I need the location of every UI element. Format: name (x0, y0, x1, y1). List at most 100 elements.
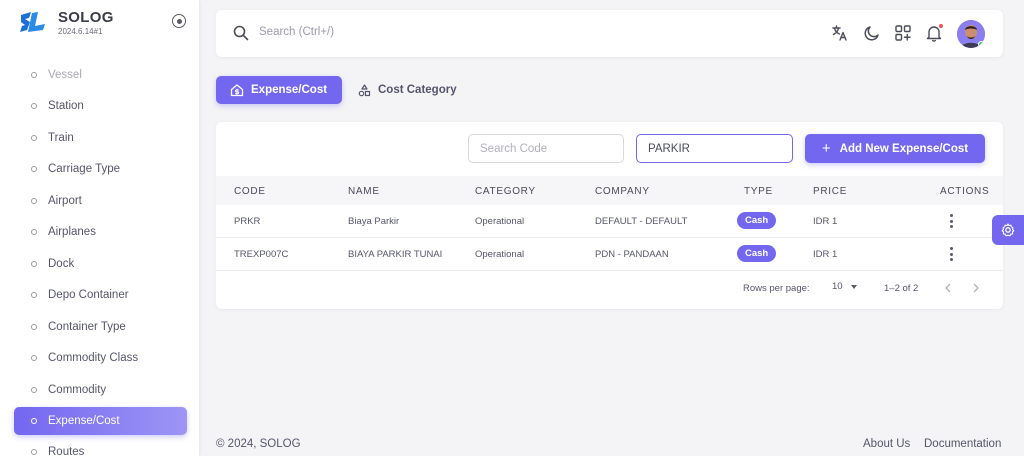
tab-cost-category[interactable]: Cost Category (358, 76, 457, 104)
sidebar-item-label: Vessel (48, 69, 82, 81)
rows-per-page-select[interactable]: 10 (832, 281, 857, 292)
type-badge: Cash (737, 245, 777, 262)
pagination-range: 1–2 of 2 (884, 283, 919, 294)
circle-icon (31, 418, 37, 424)
tab-expense-cost[interactable]: Expense/Cost (216, 76, 342, 104)
circle-icon (31, 387, 37, 393)
brand-name: SOLOG (58, 9, 114, 26)
column-header-category[interactable]: CATEGORY (475, 186, 536, 197)
sidebar-item-label: Airport (48, 195, 82, 207)
chevron-left-icon[interactable] (943, 282, 953, 294)
bell-icon[interactable] (925, 23, 944, 42)
cell-category: Operational (475, 249, 525, 260)
sidebar-item-label: Station (48, 100, 84, 112)
search-input[interactable]: Search (Ctrl+/) (259, 26, 335, 38)
translate-icon[interactable] (831, 24, 849, 42)
sidebar-item-routes[interactable]: Routes (14, 438, 187, 456)
sidebar-item-label: Airplanes (48, 226, 96, 238)
circle-icon (31, 72, 37, 78)
caret-down-icon (850, 284, 857, 289)
column-header-price[interactable]: PRICE (813, 186, 848, 197)
column-header-name[interactable]: NAME (348, 186, 380, 197)
add-button-label: Add New Expense/Cost (839, 142, 969, 155)
add-expense-cost-button[interactable]: + Add New Expense/Cost (805, 134, 985, 163)
sidebar-item-container-type[interactable]: Container Type (14, 313, 187, 341)
circle-icon (31, 261, 37, 267)
cell-category: Operational (475, 216, 525, 227)
shapes-icon (358, 83, 371, 96)
sidebar-item-airplanes[interactable]: Airplanes (14, 218, 187, 246)
circle-icon (31, 355, 37, 361)
rows-per-page-value: 10 (832, 281, 843, 292)
sidebar-item-airport[interactable]: Airport (14, 187, 187, 215)
moon-icon[interactable] (863, 24, 881, 42)
search-icon[interactable] (233, 25, 249, 41)
sidebar-item-depo-container[interactable]: Depo Container (14, 281, 187, 309)
about-us-link[interactable]: About Us (863, 438, 911, 450)
sidebar-item-label: Carriage Type (48, 163, 121, 175)
cell-name: BIAYA PARKIR TUNAI (348, 249, 443, 260)
chevron-right-icon[interactable] (971, 282, 981, 294)
cell-company: PDN - PANDAAN (595, 249, 669, 260)
sidebar-item-label: Routes (48, 446, 85, 456)
sidebar-item-label: Expense/Cost (48, 415, 120, 427)
circle-icon (31, 292, 37, 298)
avatar[interactable] (957, 20, 985, 48)
table-header: CODE NAME CATEGORY COMPANY TYPE PRICE AC… (216, 176, 1003, 205)
table-row[interactable]: PRKR Biaya Parkir Operational DEFAULT - … (216, 205, 1003, 238)
cell-price: IDR 1 (813, 216, 838, 227)
expense-cost-card: + Add New Expense/Cost CODE NAME CATEGOR… (216, 122, 1003, 309)
table-row[interactable]: TREXP007C BIAYA PARKIR TUNAI Operational… (216, 238, 1003, 271)
copyright-text: © 2024, SOLOG (216, 438, 301, 450)
column-header-company[interactable]: COMPANY (595, 186, 650, 197)
circle-icon (31, 229, 37, 235)
more-vertical-icon[interactable] (949, 247, 953, 261)
sidebar-item-commodity[interactable]: Commodity (14, 376, 187, 404)
column-header-actions: ACTIONS (940, 186, 990, 197)
sidebar-collapse-icon[interactable] (172, 14, 186, 28)
more-vertical-icon[interactable] (949, 214, 953, 228)
online-status-dot (978, 41, 985, 48)
cell-name: Biaya Parkir (348, 216, 400, 227)
sidebar-item-label: Commodity (48, 384, 107, 396)
type-badge: Cash (737, 212, 777, 229)
brand[interactable]: SOLOG 2024.6.14#1 (18, 8, 114, 40)
sidebar-item-expense-cost[interactable]: Expense/Cost (14, 407, 187, 435)
search-name-input[interactable] (636, 134, 793, 163)
sidebar-item-vessel[interactable]: Vessel (14, 61, 187, 89)
sidebar-item-label: Train (48, 132, 74, 144)
sidebar-item-commodity-class[interactable]: Commodity Class (14, 344, 187, 372)
sidebar-item-label: Commodity Class (48, 352, 139, 364)
house-dollar-icon (230, 84, 244, 97)
tab-label: Cost Category (378, 84, 457, 96)
circle-icon (31, 324, 37, 330)
sidebar: SOLOG 2024.6.14#1 Vessel Station Train C… (0, 0, 199, 456)
circle-icon (31, 166, 37, 172)
sidebar-item-carriage-type[interactable]: Carriage Type (14, 155, 187, 183)
cell-code: PRKR (234, 216, 261, 227)
column-header-code[interactable]: CODE (234, 186, 266, 197)
sidebar-item-station[interactable]: Station (14, 92, 187, 120)
circle-icon (31, 198, 37, 204)
circle-icon (31, 449, 37, 455)
brand-version: 2024.6.14#1 (58, 27, 103, 36)
circle-icon (31, 103, 37, 109)
grid-plus-icon[interactable] (894, 24, 912, 42)
sidebar-item-train[interactable]: Train (14, 124, 187, 152)
solog-logo (18, 9, 48, 39)
search-code-input[interactable] (468, 134, 624, 163)
notification-dot (938, 23, 944, 29)
column-header-type[interactable]: TYPE (744, 186, 773, 197)
tab-label: Expense/Cost (251, 84, 328, 96)
cell-price: IDR 1 (813, 249, 838, 260)
cell-code: TREXP007C (234, 249, 289, 260)
sidebar-item-label: Dock (48, 258, 75, 270)
topbar: Search (Ctrl+/) (216, 10, 1003, 57)
settings-gear-icon[interactable] (992, 215, 1024, 245)
sidebar-item-label: Depo Container (48, 289, 129, 301)
documentation-link[interactable]: Documentation (924, 438, 1002, 450)
circle-icon (31, 135, 37, 141)
rows-per-page-label: Rows per page: (743, 283, 810, 294)
sidebar-item-dock[interactable]: Dock (14, 250, 187, 278)
cell-company: DEFAULT - DEFAULT (595, 216, 688, 227)
